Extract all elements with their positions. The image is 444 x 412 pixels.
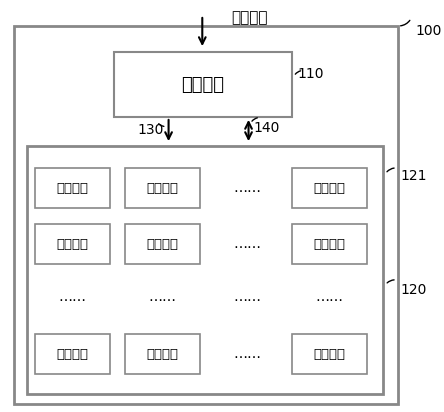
Text: 管理芯片: 管理芯片 bbox=[181, 75, 224, 94]
Text: 显示模块: 显示模块 bbox=[147, 237, 179, 250]
Text: 显示模块: 显示模块 bbox=[313, 237, 345, 250]
Bar bbox=[292, 334, 367, 374]
Text: 100: 100 bbox=[415, 24, 441, 38]
Text: 显示模块: 显示模块 bbox=[56, 237, 88, 250]
Text: 121: 121 bbox=[401, 169, 427, 183]
Text: 130: 130 bbox=[137, 122, 164, 136]
Bar bbox=[114, 52, 292, 117]
Text: ……: …… bbox=[234, 290, 262, 304]
Text: ……: …… bbox=[234, 347, 262, 361]
Text: ……: …… bbox=[315, 290, 344, 304]
Bar bbox=[292, 224, 367, 264]
Text: 显示模块: 显示模块 bbox=[313, 347, 345, 360]
Text: 110: 110 bbox=[297, 66, 324, 80]
Text: 显示模块: 显示模块 bbox=[147, 347, 179, 360]
Text: ……: …… bbox=[234, 237, 262, 251]
Bar bbox=[125, 334, 200, 374]
Bar bbox=[125, 224, 200, 264]
Bar bbox=[35, 168, 110, 208]
Text: 显示模块: 显示模块 bbox=[56, 182, 88, 194]
Text: 120: 120 bbox=[401, 283, 427, 297]
Text: ……: …… bbox=[149, 290, 177, 304]
Text: 显示模块: 显示模块 bbox=[56, 347, 88, 360]
Bar bbox=[125, 168, 200, 208]
Text: 标准信号: 标准信号 bbox=[231, 10, 268, 25]
Text: ……: …… bbox=[58, 290, 86, 304]
Text: 显示模块: 显示模块 bbox=[313, 182, 345, 194]
Text: ……: …… bbox=[234, 181, 262, 195]
Bar bbox=[35, 224, 110, 264]
Bar bbox=[35, 334, 110, 374]
Text: 140: 140 bbox=[254, 120, 280, 134]
Text: 显示模块: 显示模块 bbox=[147, 182, 179, 194]
Bar bbox=[27, 146, 383, 394]
Bar bbox=[15, 26, 398, 404]
Bar bbox=[292, 168, 367, 208]
